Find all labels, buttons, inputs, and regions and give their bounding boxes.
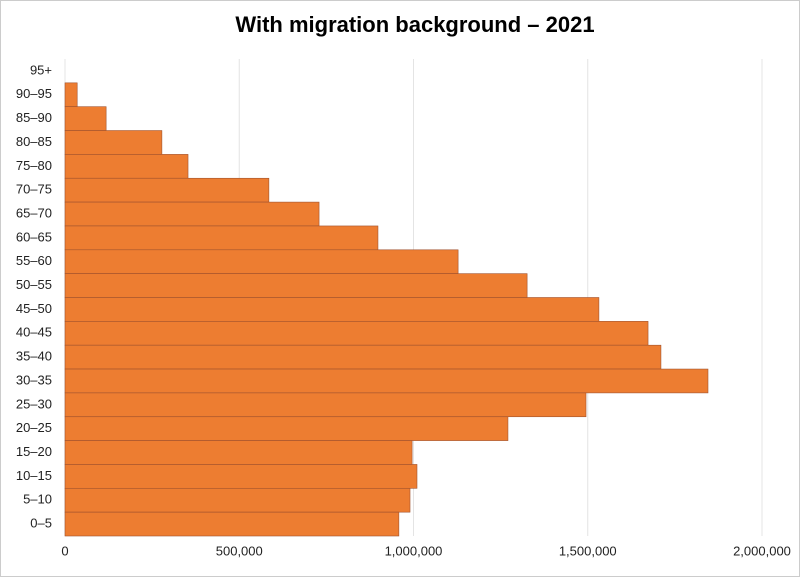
x-tick-label: 0 — [61, 543, 68, 558]
y-tick-label: 70–75 — [16, 182, 52, 197]
bar — [64, 440, 413, 465]
y-tick-label: 95+ — [30, 62, 52, 77]
bar — [64, 82, 78, 107]
x-tick-label: 1,000,000 — [385, 543, 443, 558]
bar — [64, 297, 600, 322]
chart-title: With migration background – 2021 — [235, 12, 594, 37]
y-tick-label: 20–25 — [16, 420, 52, 435]
bar — [64, 464, 418, 489]
bar — [64, 344, 662, 370]
y-tick-label: 80–85 — [16, 134, 52, 149]
y-tick-label: 60–65 — [16, 229, 52, 244]
bar — [64, 130, 163, 155]
y-tick-label: 85–90 — [16, 110, 52, 125]
x-tick-label: 500,000 — [216, 543, 263, 558]
y-tick-label: 40–45 — [16, 325, 52, 340]
bar — [64, 416, 509, 441]
bar — [64, 511, 400, 537]
bar — [64, 201, 320, 227]
y-tick-label: 10–15 — [16, 468, 52, 483]
bar — [64, 249, 459, 274]
y-tick-label: 75–80 — [16, 158, 52, 173]
bar — [64, 487, 411, 513]
bar — [64, 273, 528, 298]
x-tick-label: 2,000,000 — [733, 543, 791, 558]
bar — [64, 368, 709, 394]
y-tick-label: 55–60 — [16, 253, 52, 268]
y-tick-label: 25–30 — [16, 396, 52, 411]
y-tick-label: 0–5 — [30, 516, 52, 531]
y-tick-label: 45–50 — [16, 301, 52, 316]
bar — [64, 321, 649, 346]
bar — [64, 154, 189, 179]
bar — [64, 106, 107, 131]
y-tick-label: 30–35 — [16, 372, 52, 387]
y-tick-label: 50–55 — [16, 277, 52, 292]
bar — [64, 225, 379, 251]
bar — [64, 177, 270, 203]
x-tick-label: 1,500,000 — [559, 543, 617, 558]
y-tick-label: 15–20 — [16, 444, 52, 459]
y-tick-label: 65–70 — [16, 205, 52, 220]
bar — [64, 392, 587, 418]
y-tick-label: 5–10 — [23, 492, 52, 507]
y-tick-label: 35–40 — [16, 349, 52, 364]
y-tick-label: 90–95 — [16, 86, 52, 101]
